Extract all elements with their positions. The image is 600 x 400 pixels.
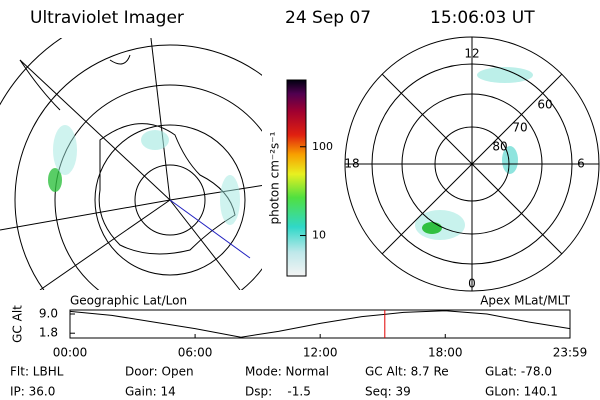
info-field: Gain: 14 <box>125 385 176 399</box>
x-tick-label: 00:00 <box>53 346 88 360</box>
y-tick-label: 1.8 <box>39 326 58 340</box>
info-field: Door: Open <box>125 365 194 379</box>
info-field: GLon: 140.1 <box>485 385 558 399</box>
lat-label: 80 <box>492 140 507 154</box>
info-field: GLat: -78.0 <box>485 365 552 379</box>
mlt-label: 18 <box>344 157 359 171</box>
x-tick-label: 23:59 <box>553 346 588 360</box>
mlt-label: 6 <box>577 157 585 171</box>
time: 15:06:03 UT <box>430 8 535 28</box>
colorbar-tick-label: 10 <box>312 229 326 242</box>
geographic-map <box>0 38 262 290</box>
mlt-label: 12 <box>464 47 479 61</box>
left-map-label: Geographic Lat/Lon <box>70 294 187 308</box>
x-tick-label: 18:00 <box>428 346 463 360</box>
info-field: Flt: LBHL <box>10 365 64 379</box>
y-axis-label: GC Alt <box>11 305 25 343</box>
x-tick-label: 12:00 <box>303 346 338 360</box>
magnetic-map <box>344 36 600 292</box>
title: Ultraviolet Imager <box>30 8 184 28</box>
colorbar-label: photon cm⁻²s⁻¹ <box>268 131 282 224</box>
right-map-label: Apex MLat/MLT <box>480 294 570 308</box>
x-tick-label: 06:00 <box>178 346 213 360</box>
info-field: Mode: Normal <box>245 365 329 379</box>
lat-label: 70 <box>512 121 527 135</box>
date: 24 Sep 07 <box>285 8 371 28</box>
info-field: GC Alt: 8.7 Re <box>365 365 449 379</box>
mlt-label: 0 <box>468 277 476 291</box>
altitude-chart: GC Alt Geographic Lat/Lon Apex MLat/MLT <box>11 294 571 343</box>
colorbar <box>286 79 307 277</box>
colorbar-tick-label: 100 <box>312 140 333 153</box>
info-field: Seq: 39 <box>365 385 411 399</box>
y-tick-label: 9.0 <box>39 307 58 321</box>
altitude-line <box>70 311 570 337</box>
lat-label: 60 <box>537 98 552 112</box>
info-field: IP: 36.0 <box>10 385 55 399</box>
info-field: Dsp: -1.5 <box>245 385 311 399</box>
